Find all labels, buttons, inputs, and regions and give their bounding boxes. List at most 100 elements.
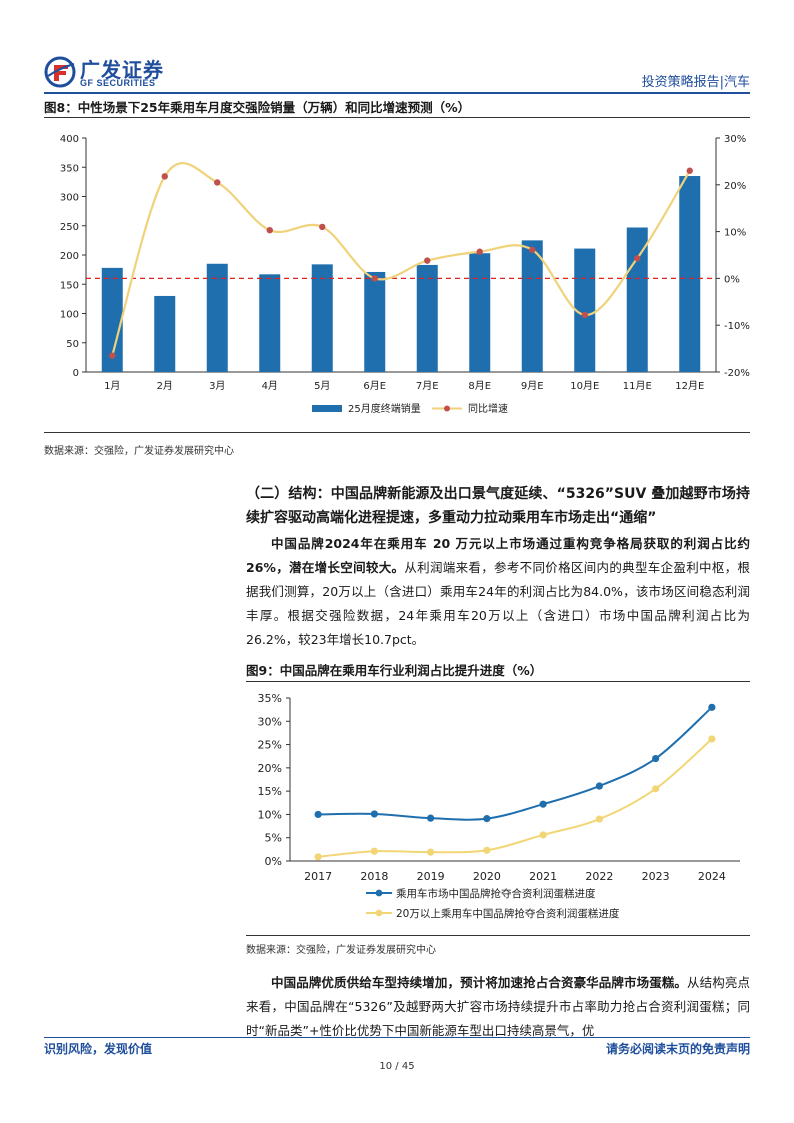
figure9-bottom-rule	[246, 935, 750, 936]
china-brand-above-200k-share-point	[427, 848, 435, 856]
y-left-tick-label: 100	[60, 310, 79, 321]
china-brand-above-200k-share-point	[708, 735, 716, 743]
legend-swatch-dot-china-brand-above-200k-share	[375, 909, 383, 917]
paragraph-1: 中国品牌2024年在乘用车 20 万元以上市场通过重构竞争格局获取的利润占比约2…	[246, 532, 750, 652]
header-divider	[44, 92, 750, 94]
x-tick-label: 8月E	[468, 380, 491, 392]
sales-bar	[469, 253, 491, 372]
yoy-growth-line	[111, 162, 691, 356]
y-tick-label: 25%	[258, 739, 282, 752]
paragraph-1-body: 从利润端来看，参考不同价格区间内的典型车企盈利中枢，根据我们测算，20万以上（含…	[246, 560, 750, 647]
footer-slogan: 识别风险，发现价值	[44, 1042, 153, 1056]
yoy-growth-point	[214, 179, 221, 186]
figure8-chart: 0 50 100 150 200 250 300 350 400 -20% -10% 0% 10% 20%…	[44, 120, 750, 430]
x-tick-label: 10月E	[570, 380, 599, 392]
x-tick-label: 2021	[529, 870, 557, 883]
figure9-chart: 0% 5% 10% 15% 20% 25% 30% 35% 2017 2018 2019 2020 20…	[246, 684, 750, 934]
china-brand-share-point	[370, 810, 378, 818]
figure8-source: 数据来源：交强险，广发证券发展研究中心	[44, 446, 234, 457]
sales-bar	[364, 271, 386, 372]
yoy-growth-point	[686, 167, 693, 174]
china-brand-above-200k-share-point	[370, 847, 378, 855]
report-type: 投资策略报告|汽车	[641, 75, 750, 90]
figure9-svg: 0% 5% 10% 15% 20% 25% 30% 35% 2017 2018 2019 2020 20…	[258, 692, 740, 920]
sales-bar	[154, 295, 176, 372]
sales-bar	[416, 264, 438, 372]
sales-bar	[259, 274, 281, 372]
paragraph-2-body: 从结构亮点来看，中国品牌在“5326”及越野两大扩容市场持续提升市占率助力抢占合…	[246, 975, 750, 1038]
x-tick-label: 2020	[473, 870, 501, 883]
legend-swatch-dot-china-brand-share	[375, 889, 383, 897]
china-brand-share-point	[595, 782, 603, 790]
china-brand-share-point	[483, 815, 491, 823]
x-tick-label: 1月	[104, 380, 120, 392]
y-left-tick-label: 300	[60, 193, 79, 204]
y-tick-label: 20%	[258, 762, 282, 775]
y-left-tick-label: 0	[73, 368, 79, 379]
y-left-tick-label: 150	[60, 280, 79, 291]
china-brand-above-200k-share-point	[595, 815, 603, 823]
china-brand-share-point	[652, 754, 660, 763]
legend-swatch-sales	[312, 405, 342, 412]
sales-bar	[679, 176, 701, 372]
logo-text-en: GF SECURITIES	[80, 78, 156, 88]
china-brand-share-line	[318, 706, 713, 821]
y-tick-label: 30%	[258, 715, 282, 728]
y-left-tick-label: 400	[60, 134, 79, 145]
china-brand-share-point	[314, 810, 322, 819]
y-right-tick-label: 10%	[724, 228, 746, 239]
sales-bar	[101, 267, 123, 372]
yoy-growth-point	[109, 352, 116, 359]
y-right-tick-label: 30%	[724, 134, 746, 145]
china-brand-share-point	[539, 800, 547, 808]
y-tick-label: 10%	[258, 808, 282, 821]
sales-bar	[311, 264, 333, 372]
legend-swatch-yoy-dot	[444, 405, 450, 412]
china-brand-share-point	[427, 814, 435, 822]
yoy-growth-point	[634, 255, 641, 262]
footer-disclaimer: 请务必阅读末页的免责声明	[605, 1042, 750, 1056]
sales-bar	[574, 248, 596, 372]
yoy-growth-point	[476, 248, 483, 255]
x-tick-label: 2023	[642, 870, 670, 883]
x-tick-label: 2022	[585, 870, 613, 883]
yoy-growth-point	[161, 173, 168, 180]
figure8-title-rule	[44, 117, 750, 118]
china-brand-above-200k-share-point	[539, 831, 547, 839]
y-left-tick-label: 350	[60, 163, 79, 174]
yoy-growth-point	[266, 226, 273, 234]
y-tick-label: 5%	[265, 832, 282, 845]
china-brand-above-200k-share-point	[652, 785, 660, 793]
legend-label-yoy: 同比增速	[468, 402, 508, 415]
yoy-growth-point	[529, 246, 536, 254]
x-tick-label: 5月	[314, 380, 330, 392]
paragraph-2: 中国品牌优质供给车型持续增加，预计将加速抢占合资豪华品牌市场蛋糕。从结构亮点来看…	[246, 971, 750, 1043]
figure9-source: 数据来源：交强险，广发证券发展研究中心	[246, 945, 436, 956]
figure8-bottom-rule	[44, 432, 750, 433]
yoy-growth-point	[424, 257, 431, 264]
paragraph-2-lead: 中国品牌优质供给车型持续增加，预计将加速抢占合资豪华品牌市场蛋糕。	[271, 975, 688, 990]
footer-divider	[44, 1037, 750, 1038]
sales-bar	[206, 263, 228, 372]
x-tick-label: 12月E	[675, 380, 704, 392]
legend-label-china-brand-share: 乘用车市场中国品牌抢夺合资利润蛋糕进度	[396, 887, 596, 900]
x-tick-label: 2月	[157, 380, 173, 392]
y-right-tick-label: -10%	[724, 321, 750, 332]
y-right-tick-label: -20%	[724, 368, 750, 379]
legend-label-china-brand-above-200k-share: 20万以上乘用车中国品牌抢夺合资利润蛋糕进度	[396, 907, 620, 920]
figure8-title: 图8：中性场景下25年乘用车月度交强险销量（万辆）和同比增速预测（%）	[44, 100, 471, 115]
y-tick-label: 35%	[258, 692, 282, 705]
sales-bar	[521, 240, 543, 372]
report-header: 广发证券 GF SECURITIES 投资策略报告|汽车	[44, 54, 750, 94]
gf-logo: 广发证券 GF SECURITIES	[44, 54, 174, 90]
china-brand-above-200k-share-point	[483, 846, 491, 854]
y-left-tick-label: 50	[66, 339, 79, 350]
legend-label-sales: 25月度终端销量	[348, 402, 421, 415]
yoy-growth-point	[319, 223, 326, 231]
y-right-tick-label: 0%	[724, 274, 740, 285]
x-tick-label: 2017	[304, 870, 332, 883]
x-tick-label: 7月E	[416, 380, 439, 392]
y-tick-label: 15%	[258, 785, 282, 798]
x-tick-label: 11月E	[623, 380, 652, 392]
figure9-title: 图9：中国品牌在乘用车行业利润占比提升进度（%）	[246, 663, 543, 678]
